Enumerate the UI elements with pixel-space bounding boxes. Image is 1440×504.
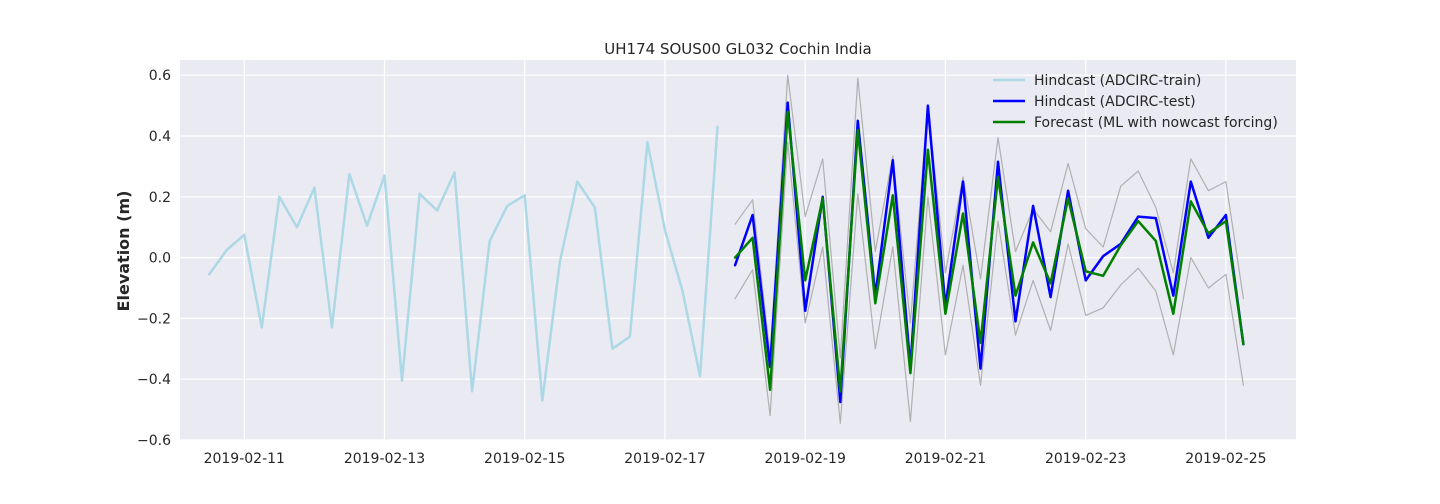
series-line-2: [733, 110, 1245, 393]
x-tick-label: 2019-02-23: [1045, 451, 1126, 467]
y-axis-label: Elevation (m): [114, 191, 133, 312]
legend-label: Hindcast (ADCIRC-train): [1034, 73, 1201, 89]
legend-label: Forecast (ML with nowcast forcing): [1034, 115, 1278, 131]
y-tick-label: 0.4: [149, 129, 171, 145]
x-tick-label: 2019-02-21: [905, 451, 986, 467]
x-tick-label: 2019-02-19: [765, 451, 846, 467]
legend-label: Hindcast (ADCIRC-test): [1034, 94, 1196, 110]
y-tick-label: −0.2: [137, 311, 171, 327]
x-tick-label: 2019-02-17: [624, 451, 705, 467]
y-tick-label: 0.6: [149, 68, 171, 84]
grid: [180, 60, 1296, 441]
range-bound-line-4: [734, 141, 1245, 424]
y-tick-label: 0.0: [149, 251, 171, 267]
range-bound-line-3: [734, 74, 1245, 359]
series-layer: [207, 74, 1245, 424]
y-tick-label: −0.6: [137, 433, 171, 449]
x-tick-label: 2019-02-15: [484, 451, 565, 467]
y-tick-label: 0.2: [149, 190, 171, 206]
x-tick-label: 2019-02-13: [344, 451, 425, 467]
series-line-0: [207, 125, 719, 402]
x-tick-label: 2019-02-25: [1185, 451, 1266, 467]
tick-labels: 2019-02-11 2019-02-13 2019-02-15 2019-02-17…: [137, 68, 1267, 467]
legend: Hindcast (ADCIRC-train) Hindcast (ADCIRC-…: [993, 73, 1278, 131]
chart-title: UH174 SOUS00 GL032 Cochin India: [604, 40, 871, 58]
x-tick-label: 2019-02-11: [204, 451, 285, 467]
y-tick-label: −0.4: [137, 372, 171, 388]
